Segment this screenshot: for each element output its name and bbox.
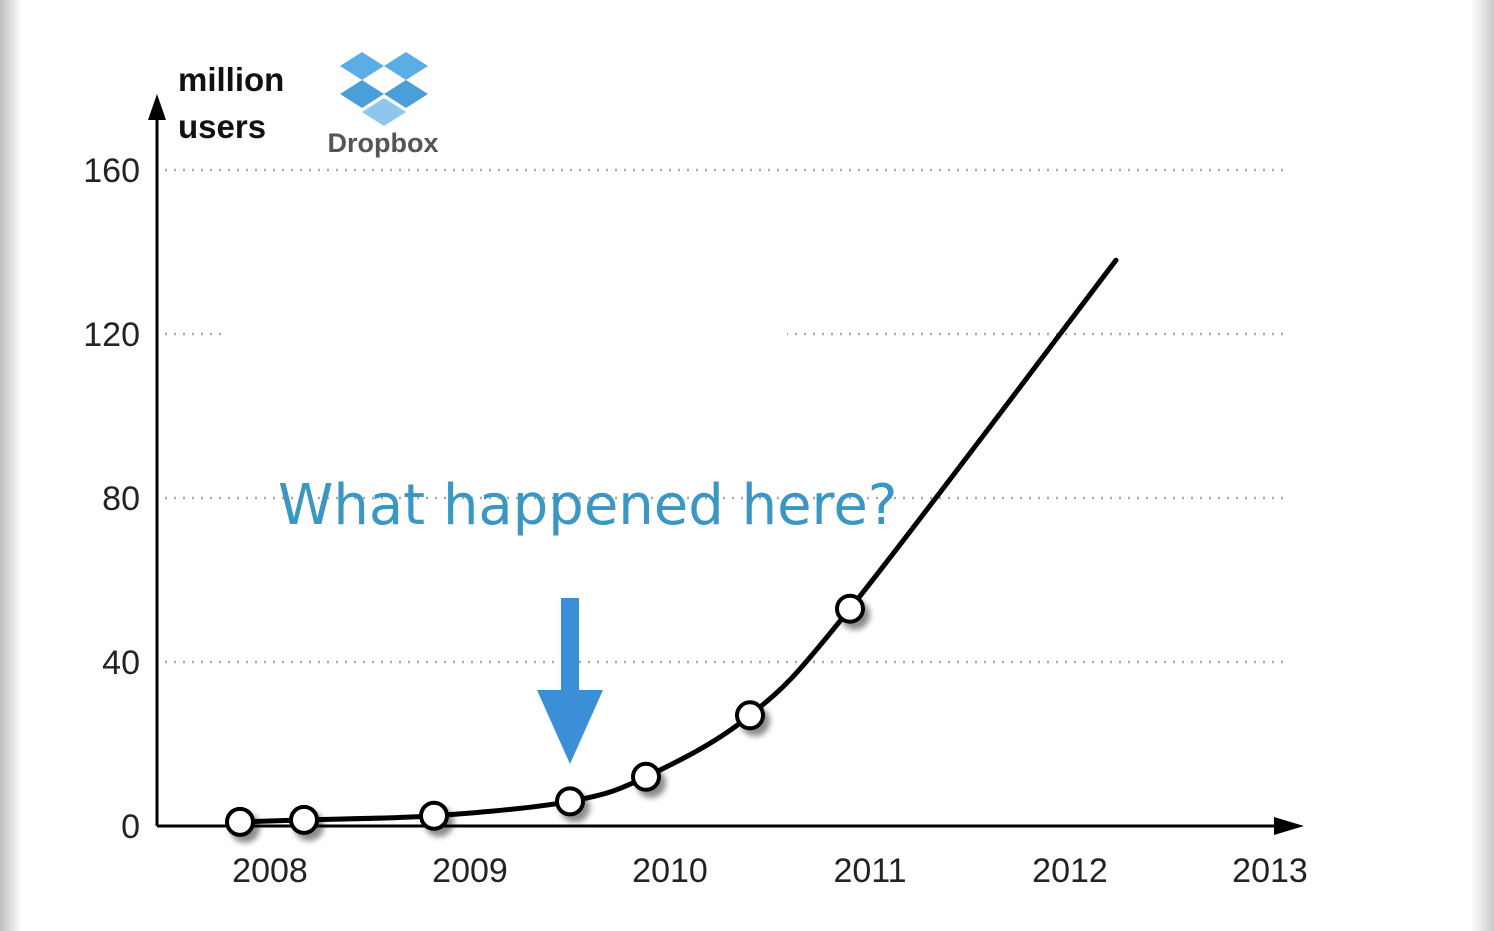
annotation-arrow-head <box>537 690 603 764</box>
y-tick-label-0: 0 <box>121 808 140 846</box>
y-axis-title-line-1: million <box>178 61 284 98</box>
y-tick-label-120: 120 <box>83 316 140 354</box>
annotation-text: What happened here? <box>278 473 898 538</box>
x-axis-arrowhead <box>1274 817 1304 835</box>
growth-curve-path <box>237 257 1119 825</box>
data-point-3 <box>419 800 449 831</box>
y-axis-title: million users <box>178 61 284 145</box>
y-tick-label-40: 40 <box>102 644 140 682</box>
y-tick-label-160: 160 <box>83 152 140 190</box>
x-tick-label-2012: 2012 <box>1032 852 1108 890</box>
x-tick-label-2008: 2008 <box>232 852 308 890</box>
data-point-5 <box>631 761 661 792</box>
axes <box>148 94 1304 835</box>
dropbox-wordmark: Dropbox <box>328 128 439 158</box>
data-point-7 <box>835 593 865 624</box>
data-point-6 <box>735 700 765 731</box>
growth-curve <box>237 257 1119 825</box>
data-point-2 <box>289 804 319 835</box>
tick-labels: 0 40 80 120 160 2008 2009 2010 2011 2012 2013 <box>83 152 1308 890</box>
data-point-1 <box>225 806 255 837</box>
x-tick-label-2011: 2011 <box>833 852 906 890</box>
x-tick-label-2009: 2009 <box>432 852 508 890</box>
y-tick-label-80: 80 <box>102 480 140 518</box>
annotation-arrow-shaft <box>561 598 579 694</box>
data-points <box>225 593 865 837</box>
x-tick-label-2013: 2013 <box>1232 852 1308 890</box>
y-axis-arrowhead <box>148 94 166 120</box>
grid-gap-120 <box>222 328 787 340</box>
y-axis-title-line-2: users <box>178 108 266 145</box>
annotation: What happened here? <box>278 473 898 764</box>
dropbox-logo: Dropbox <box>328 52 439 158</box>
dropbox-box-icon <box>340 52 428 126</box>
grid-lines <box>165 168 1290 664</box>
x-tick-label-2010: 2010 <box>632 852 708 890</box>
data-point-4 <box>555 786 585 817</box>
